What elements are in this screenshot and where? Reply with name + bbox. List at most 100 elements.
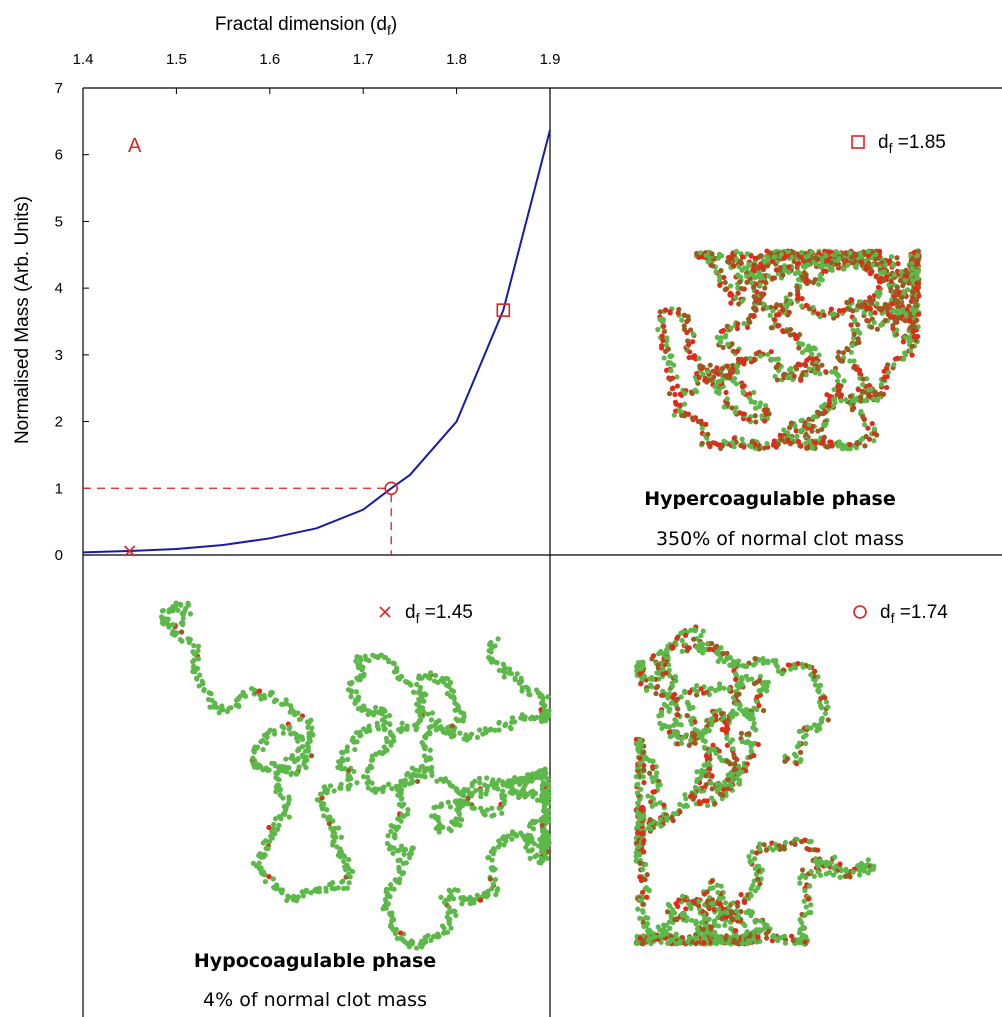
cluster-dot xyxy=(872,310,877,315)
cluster-dot xyxy=(658,782,663,787)
cluster-dot xyxy=(697,363,702,368)
cluster-dot xyxy=(397,876,402,881)
cluster-dot xyxy=(746,262,751,267)
cluster-dot xyxy=(442,926,447,931)
cluster-dot xyxy=(730,746,735,751)
cluster-dot xyxy=(663,349,668,354)
cluster-dot xyxy=(652,934,657,939)
cluster-dot xyxy=(340,879,345,884)
cluster-dot xyxy=(650,766,655,771)
cluster-dot xyxy=(357,655,362,660)
cluster-dot xyxy=(489,806,494,811)
cluster-dot xyxy=(680,894,685,899)
cluster-dot xyxy=(272,731,277,736)
cluster-dot xyxy=(639,878,644,883)
cluster-dot xyxy=(675,941,680,946)
cluster-dot xyxy=(749,893,754,898)
cluster-dot xyxy=(694,769,699,774)
cluster-dot xyxy=(653,801,658,806)
cluster-dot xyxy=(376,726,381,731)
cluster-dot xyxy=(635,907,640,912)
cluster-dot xyxy=(529,848,534,853)
cluster-dot xyxy=(309,753,314,758)
cluster-dot xyxy=(421,745,426,750)
cluster-dot xyxy=(658,309,663,314)
cluster-dot xyxy=(456,800,461,805)
cluster-dot xyxy=(696,356,701,361)
cluster-dot xyxy=(402,939,407,944)
cluster-dot xyxy=(823,253,828,258)
cluster-dot xyxy=(701,940,706,945)
cluster-dot xyxy=(637,860,642,865)
cluster-dot xyxy=(889,279,894,284)
cluster-dot xyxy=(352,700,357,705)
cluster-dot xyxy=(728,300,733,305)
cluster-dot xyxy=(413,768,418,773)
cluster-dot xyxy=(900,307,905,312)
cluster-dot xyxy=(895,261,900,266)
cluster-dot xyxy=(427,730,432,735)
marker xyxy=(854,606,866,618)
cluster-dot xyxy=(453,816,458,821)
cluster-dot xyxy=(739,731,744,736)
cluster-dot xyxy=(868,387,873,392)
cluster-dot xyxy=(813,370,818,375)
cluster-dot xyxy=(483,812,488,817)
cluster-dot xyxy=(449,828,454,833)
cluster-dot xyxy=(397,783,402,788)
cluster-dot xyxy=(841,378,846,383)
cluster-dot xyxy=(696,419,701,424)
cluster-dot xyxy=(356,706,361,711)
cluster-dot xyxy=(870,421,875,426)
cluster-dot xyxy=(728,283,733,288)
cluster-dot xyxy=(661,693,666,698)
cluster-dot xyxy=(263,879,268,884)
cluster-dot xyxy=(838,398,843,403)
cluster-dot xyxy=(688,794,693,799)
cluster-dot xyxy=(670,376,675,381)
cluster-dot xyxy=(398,729,403,734)
x-tick-label: 1.5 xyxy=(166,51,187,68)
cluster-dot xyxy=(373,705,378,710)
cluster-dot xyxy=(832,854,837,859)
cluster-dot xyxy=(695,777,700,782)
cluster-dot xyxy=(792,752,797,757)
cluster-dot xyxy=(662,723,667,728)
cluster-dot xyxy=(716,923,721,928)
cluster-dot xyxy=(250,756,255,761)
cluster-dot xyxy=(724,910,729,915)
cluster-dot xyxy=(716,907,721,912)
cluster-dot xyxy=(472,779,477,784)
cluster-dot xyxy=(708,781,713,786)
cluster-dot xyxy=(783,941,788,946)
cluster-dot xyxy=(726,255,731,260)
cluster-dot xyxy=(752,918,757,923)
cluster-dot xyxy=(726,777,731,782)
x-axis-title-text: Fractal dimension (d xyxy=(215,14,387,35)
cluster-dot xyxy=(668,368,673,373)
cluster-dot xyxy=(874,301,879,306)
cluster-dot xyxy=(187,640,192,645)
cluster-dot xyxy=(634,782,639,787)
cluster-dot xyxy=(837,875,842,880)
cluster-dot xyxy=(739,286,744,291)
cluster-dot xyxy=(392,669,397,674)
cluster-dot xyxy=(719,939,724,944)
cluster-dot xyxy=(641,780,646,785)
cluster-dot xyxy=(528,856,533,861)
cluster-dot xyxy=(786,662,791,667)
legend-label: df =1.45 xyxy=(405,602,473,626)
cluster-dot xyxy=(414,727,419,732)
cluster-dot xyxy=(837,439,842,444)
cluster-dot xyxy=(724,656,729,661)
caption-title: Hypocoagulable phase xyxy=(194,950,436,972)
cluster-dot xyxy=(761,661,766,666)
cluster-dot xyxy=(257,688,262,693)
cluster-dot xyxy=(690,733,695,738)
cluster-dot xyxy=(795,837,800,842)
cluster-dot xyxy=(809,839,814,844)
cluster-dot xyxy=(782,255,787,260)
x-tick-label: 1.7 xyxy=(353,51,374,68)
cluster-dot xyxy=(719,884,724,889)
